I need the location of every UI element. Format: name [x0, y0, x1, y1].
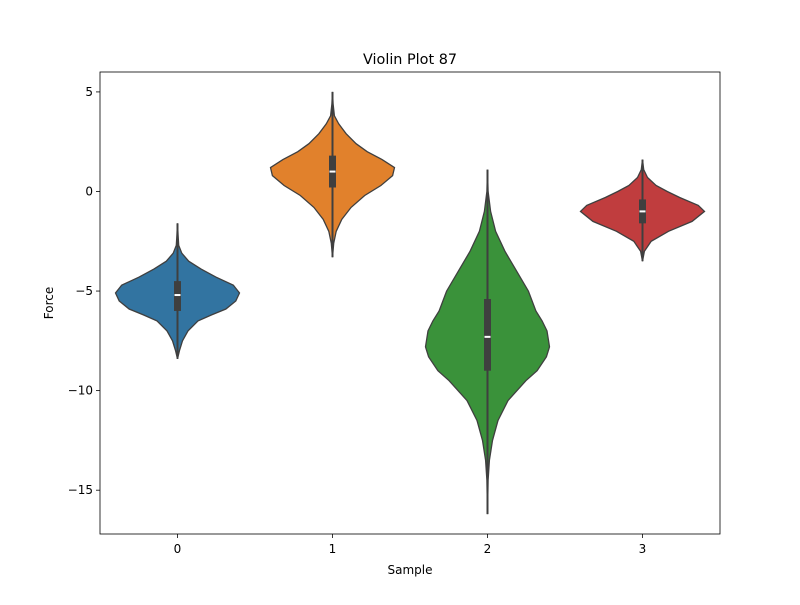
- violin-2: [424, 169, 551, 515]
- x-tick-label: 1: [329, 542, 337, 556]
- x-tick-label: 2: [484, 542, 492, 556]
- y-tick-label: −5: [75, 284, 93, 298]
- y-tick-label: 5: [85, 85, 93, 99]
- y-tick-label: 0: [85, 184, 93, 198]
- x-tick-label: 3: [639, 542, 647, 556]
- y-axis-label: Force: [42, 287, 56, 319]
- violin-3: [579, 159, 706, 262]
- x-axis-label: Sample: [388, 563, 433, 577]
- y-axis: 5 0 −5 −10 −15: [68, 85, 100, 497]
- violin-iqr-box-2: [484, 299, 491, 371]
- chart-title: Violin Plot 87: [363, 52, 457, 68]
- y-tick-label: −10: [68, 384, 93, 398]
- violin-layer: [114, 91, 706, 515]
- violin-0: [114, 223, 241, 359]
- y-tick-label: −15: [68, 483, 93, 497]
- x-axis: 0 1 2 3: [174, 534, 647, 556]
- x-tick-label: 0: [174, 542, 182, 556]
- violin-1: [269, 91, 396, 258]
- plot-frame: [99, 71, 721, 535]
